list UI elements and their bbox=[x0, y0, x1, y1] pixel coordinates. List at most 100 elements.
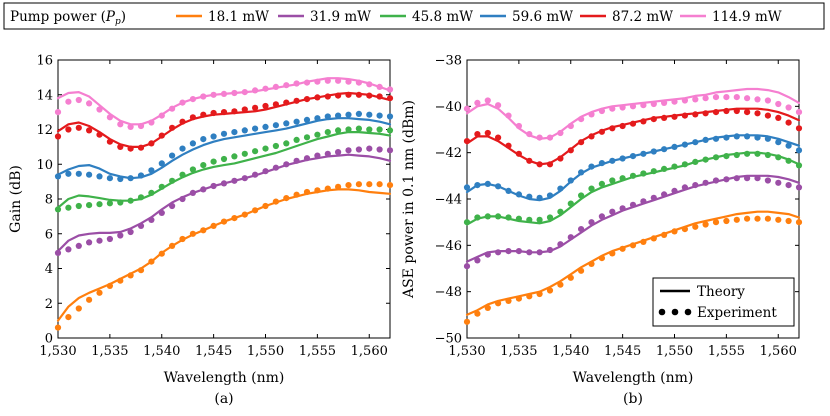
experiment-point bbox=[314, 131, 321, 138]
panel-b-plot bbox=[463, 87, 803, 325]
y-tick-label: −42 bbox=[435, 146, 462, 161]
experiment-point bbox=[474, 214, 481, 221]
experiment-point bbox=[733, 216, 740, 223]
experiment-point bbox=[671, 187, 678, 194]
experiment-point bbox=[314, 94, 321, 101]
experiment-point bbox=[252, 171, 259, 178]
experiment-point bbox=[567, 147, 574, 154]
y-tick-label: 12 bbox=[36, 123, 53, 138]
experiment-point bbox=[702, 179, 709, 186]
y-tick-label: 2 bbox=[45, 297, 53, 312]
experiment-point bbox=[200, 186, 207, 193]
experiment-point bbox=[54, 206, 62, 213]
experiment-point bbox=[376, 83, 383, 90]
y-tick-label: −46 bbox=[435, 239, 462, 254]
experiment-point bbox=[785, 142, 792, 149]
experiment-point bbox=[474, 257, 481, 264]
experiment-point bbox=[629, 120, 637, 127]
experiment-point bbox=[515, 150, 523, 157]
experiment-point bbox=[210, 109, 217, 117]
experiment-point bbox=[75, 202, 82, 210]
panel-b-caption: (b) bbox=[623, 391, 643, 407]
experiment-point bbox=[546, 246, 554, 254]
experiment-point bbox=[795, 125, 803, 132]
x-tick-label: 1,540 bbox=[552, 344, 589, 359]
x-tick-label: 1,560 bbox=[351, 344, 388, 359]
panel-a-xlabel: Wavelength (nm) bbox=[164, 370, 285, 386]
experiment-point bbox=[640, 102, 647, 109]
experiment-point bbox=[692, 158, 699, 165]
experiment-point bbox=[609, 208, 616, 215]
experiment-point bbox=[764, 151, 772, 159]
experiment-point bbox=[210, 91, 217, 98]
experiment-point bbox=[795, 147, 803, 154]
experiment-point bbox=[241, 150, 248, 157]
experiment-point bbox=[619, 104, 626, 111]
experiment-point bbox=[640, 198, 647, 205]
experiment-point bbox=[692, 139, 699, 146]
experiment-point bbox=[314, 152, 321, 159]
experiment-point bbox=[366, 181, 373, 188]
experiment-point bbox=[661, 231, 668, 238]
experiment-point bbox=[355, 146, 362, 153]
experiment-point bbox=[210, 222, 217, 229]
experiment-point bbox=[795, 219, 803, 226]
experiment-point bbox=[231, 89, 238, 97]
experiment-point bbox=[65, 126, 72, 133]
experiment-point bbox=[220, 109, 228, 116]
experiment-point bbox=[303, 79, 311, 86]
experiment-point bbox=[200, 227, 207, 234]
panel-b-ticks: 1,530 1,535 1,540 1,545 1,550 1,555 1,560 −50 −4… bbox=[435, 54, 799, 359]
experiment-point bbox=[578, 226, 585, 233]
experiment-point bbox=[65, 314, 72, 321]
experiment-point bbox=[495, 134, 502, 141]
experiment-point bbox=[681, 112, 689, 119]
experiment-point bbox=[106, 114, 113, 121]
experiment-point bbox=[75, 170, 82, 177]
experiment-point bbox=[671, 163, 678, 170]
experiment-point bbox=[785, 182, 792, 189]
experiment-point bbox=[376, 181, 383, 188]
experiment-point bbox=[463, 219, 471, 226]
legend-label: 87.2 mW bbox=[612, 9, 673, 25]
y-tick-label: 4 bbox=[45, 262, 53, 277]
experiment-point bbox=[355, 91, 362, 98]
experiment-point bbox=[231, 153, 238, 160]
experiment-point bbox=[650, 100, 657, 108]
experiment-point bbox=[661, 165, 668, 172]
experiment-point bbox=[754, 134, 761, 141]
experiment-point bbox=[54, 173, 62, 180]
experiment-point bbox=[189, 230, 196, 237]
experiment-point bbox=[567, 200, 574, 207]
experiment-point bbox=[252, 104, 259, 111]
experiment-point bbox=[386, 127, 394, 134]
experiment-point bbox=[376, 126, 383, 133]
experiment-point bbox=[376, 93, 383, 100]
y-tick-label: −50 bbox=[435, 332, 462, 347]
experiment-point bbox=[775, 154, 782, 161]
experiment-point bbox=[169, 152, 176, 159]
experiment-point bbox=[598, 160, 606, 167]
experiment-point bbox=[671, 98, 678, 105]
experiment-point bbox=[335, 77, 342, 84]
experiment-point bbox=[744, 95, 751, 102]
experiment-point bbox=[609, 125, 616, 132]
experiment-point bbox=[484, 213, 491, 220]
experiment-point bbox=[733, 151, 740, 159]
legend-label: 59.6 mW bbox=[512, 9, 573, 25]
experiment-point bbox=[303, 155, 311, 162]
panel-a-plot bbox=[54, 77, 394, 331]
experiment-point bbox=[179, 171, 186, 178]
experiment-point bbox=[536, 134, 543, 141]
experiment-point bbox=[231, 215, 238, 222]
experiment-point bbox=[158, 183, 165, 190]
experiment-point bbox=[744, 150, 751, 157]
experiment-point bbox=[231, 129, 238, 136]
y-tick-label: 0 bbox=[45, 332, 53, 347]
experiment-point bbox=[764, 135, 772, 142]
experiment-point bbox=[283, 140, 290, 147]
panel-a-ticks: 1,530 1,535 1,540 1,545 1,550 1,555 1,560 0 2 4 6 8… bbox=[36, 54, 390, 359]
experiment-point bbox=[86, 127, 93, 134]
experiment-point bbox=[702, 156, 709, 163]
experiment-point bbox=[702, 221, 709, 228]
